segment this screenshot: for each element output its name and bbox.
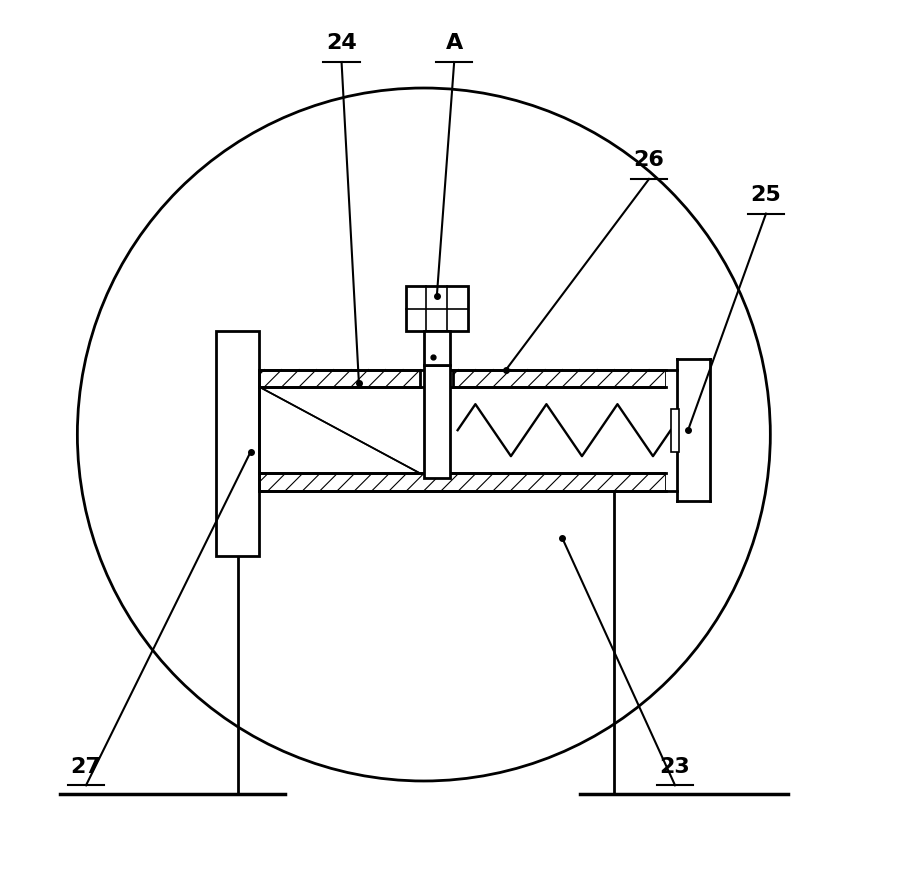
Text: 24: 24 [326,33,357,53]
Bar [260,369,667,387]
Text: 26: 26 [634,150,665,170]
Bar [667,359,710,501]
Bar [260,387,667,474]
Bar [216,330,260,556]
Text: A: A [446,33,463,53]
Bar [670,408,679,452]
Text: 27: 27 [71,757,102,777]
Bar [405,287,468,331]
Bar [424,365,450,478]
Bar [424,331,450,365]
Text: 25: 25 [751,185,781,205]
Bar [260,474,667,491]
Text: 23: 23 [659,757,691,777]
